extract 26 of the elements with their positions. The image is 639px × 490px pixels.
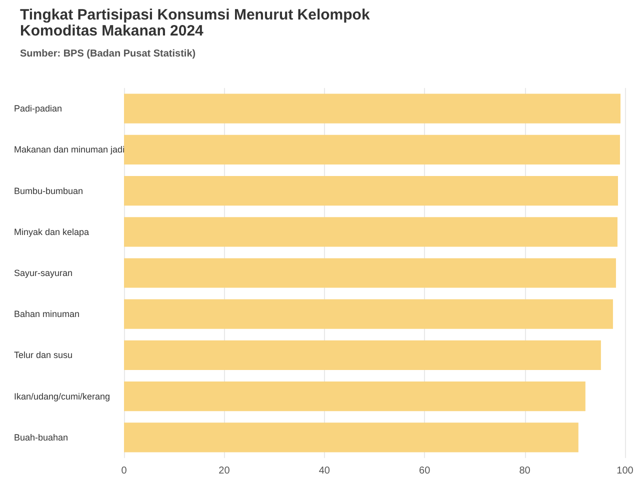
y-tick-label: Telur dan susu	[14, 350, 73, 360]
x-tick-label: 80	[519, 466, 531, 476]
y-tick-label: Bumbu-bumbuan	[14, 186, 84, 196]
x-tick-label: 100	[616, 466, 634, 476]
y-tick-label: Minyak dan kelapa	[14, 226, 90, 237]
bar	[124, 299, 613, 329]
x-tick-label: 0	[121, 466, 128, 476]
bar	[124, 134, 620, 164]
y-tick-label: Padi-padian	[14, 104, 62, 114]
chart-subtitle: Sumber: BPS (Badan Pusat Statistik)	[20, 48, 196, 60]
bar	[124, 422, 578, 452]
bar	[124, 382, 586, 412]
bar	[124, 340, 601, 370]
bar	[124, 176, 618, 206]
chart-title: Tingkat Partisipasi Konsumsi Menurut Kelompok Komoditas Makanan 2024	[20, 6, 374, 40]
bar	[124, 217, 618, 247]
y-tick-label: Sayur-sayuran	[14, 268, 73, 278]
y-tick-label: Buah-buahan	[14, 432, 68, 442]
x-tick-label: 60	[419, 466, 431, 476]
bar	[124, 94, 620, 124]
y-tick-label: Makanan dan minuman jadi	[14, 144, 125, 155]
x-tick-label: 40	[318, 466, 330, 476]
y-tick-label: Ikan/udang/cumi/kerang	[14, 391, 110, 402]
x-tick-label: 20	[218, 466, 230, 476]
bar	[124, 258, 616, 288]
y-tick-label: Bahan minuman	[14, 309, 80, 320]
